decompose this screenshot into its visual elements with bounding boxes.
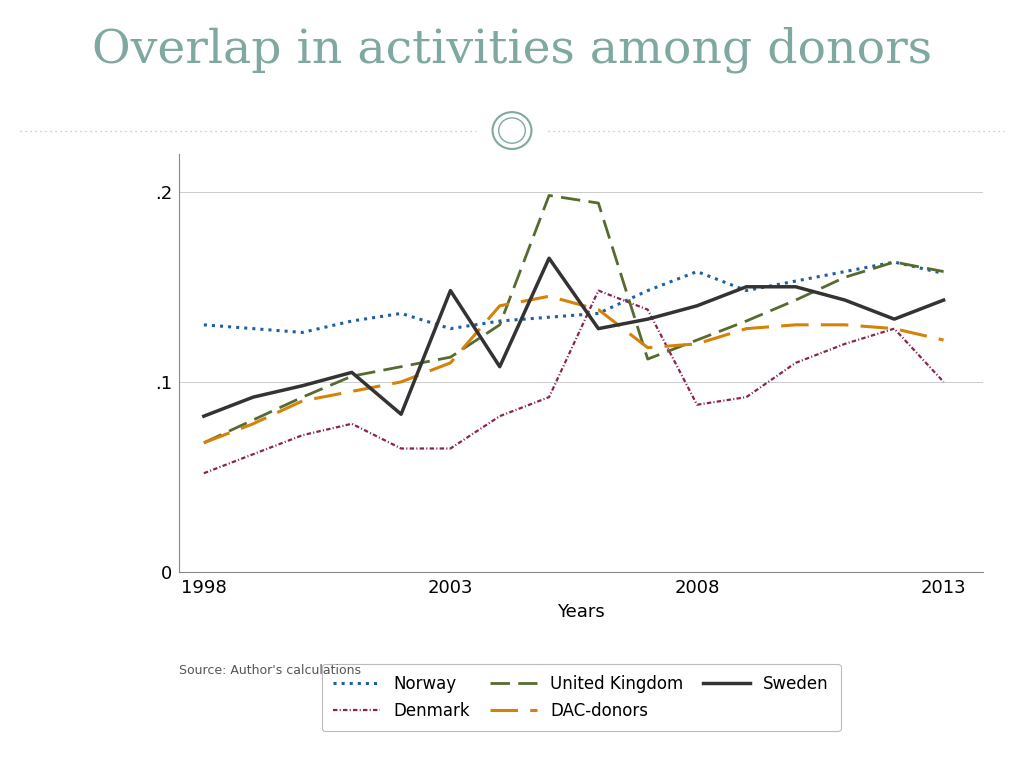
Denmark [198,468,210,478]
DAC-donors [198,439,210,448]
Denmark [937,377,949,386]
Norway [296,328,308,337]
Sweden [296,381,308,390]
Sweden [937,296,949,305]
Legend: Norway, Denmark, United Kingdom, DAC-donors, Sweden: Norway, Denmark, United Kingdom, DAC-don… [322,664,841,731]
Denmark [740,392,753,402]
DAC-donors [642,343,654,353]
Norway [888,257,900,266]
DAC-donors [247,419,259,429]
Norway [494,316,506,326]
Denmark [296,431,308,440]
DAC-donors [444,358,457,367]
DAC-donors [740,324,753,333]
United Kingdom [543,190,555,200]
Sweden [198,412,210,421]
X-axis label: Years: Years [557,603,605,621]
Norway [543,313,555,322]
United Kingdom [198,439,210,448]
Sweden [494,362,506,371]
Sweden [691,301,703,310]
Denmark [592,286,604,295]
United Kingdom [642,355,654,364]
Denmark [346,419,358,429]
DAC-donors [839,320,851,329]
Norway [395,309,408,318]
Denmark [494,412,506,421]
Norway [790,276,802,286]
Line: Sweden: Sweden [204,258,943,416]
Sweden [642,315,654,324]
Denmark [888,324,900,333]
United Kingdom [839,273,851,282]
DAC-donors [592,305,604,314]
United Kingdom [691,336,703,345]
Denmark [691,400,703,409]
Norway [592,309,604,318]
DAC-donors [691,339,703,349]
Denmark [642,305,654,314]
Sweden [395,409,408,419]
Norway [642,286,654,295]
Denmark [790,358,802,367]
United Kingdom [740,316,753,326]
Norway [346,316,358,326]
United Kingdom [494,320,506,329]
United Kingdom [247,415,259,425]
United Kingdom [888,257,900,266]
Sweden [790,282,802,291]
Text: Overlap in activities among donors: Overlap in activities among donors [92,26,932,73]
Line: Denmark: Denmark [204,290,943,473]
Sweden [346,368,358,377]
United Kingdom [937,267,949,276]
DAC-donors [937,336,949,345]
Sweden [444,286,457,295]
Denmark [395,444,408,453]
Denmark [839,339,851,349]
DAC-donors [296,396,308,406]
Denmark [247,449,259,458]
DAC-donors [543,292,555,301]
Norway [444,324,457,333]
Norway [839,267,851,276]
Norway [198,320,210,329]
Sweden [839,296,851,305]
Sweden [740,282,753,291]
Sweden [888,315,900,324]
Norway [937,269,949,278]
Norway [247,324,259,333]
Sweden [247,392,259,402]
Sweden [592,324,604,333]
Norway [740,286,753,295]
United Kingdom [592,198,604,207]
DAC-donors [346,387,358,396]
Denmark [444,444,457,453]
DAC-donors [790,320,802,329]
DAC-donors [494,301,506,310]
United Kingdom [444,353,457,362]
United Kingdom [346,372,358,381]
Line: United Kingdom: United Kingdom [204,195,943,443]
United Kingdom [395,362,408,371]
Text: Average bilateral overlap with other DAC donors: 0 (lowest) – 1 (highest): Average bilateral overlap with other DAC… [85,724,939,744]
Norway [691,267,703,276]
Denmark [543,392,555,402]
Text: Source: Author's calculations: Source: Author's calculations [179,664,361,677]
DAC-donors [888,324,900,333]
Line: Norway: Norway [204,262,943,333]
United Kingdom [790,296,802,305]
Line: DAC-donors: DAC-donors [204,296,943,443]
DAC-donors [395,377,408,386]
United Kingdom [296,392,308,402]
Sweden [543,253,555,263]
